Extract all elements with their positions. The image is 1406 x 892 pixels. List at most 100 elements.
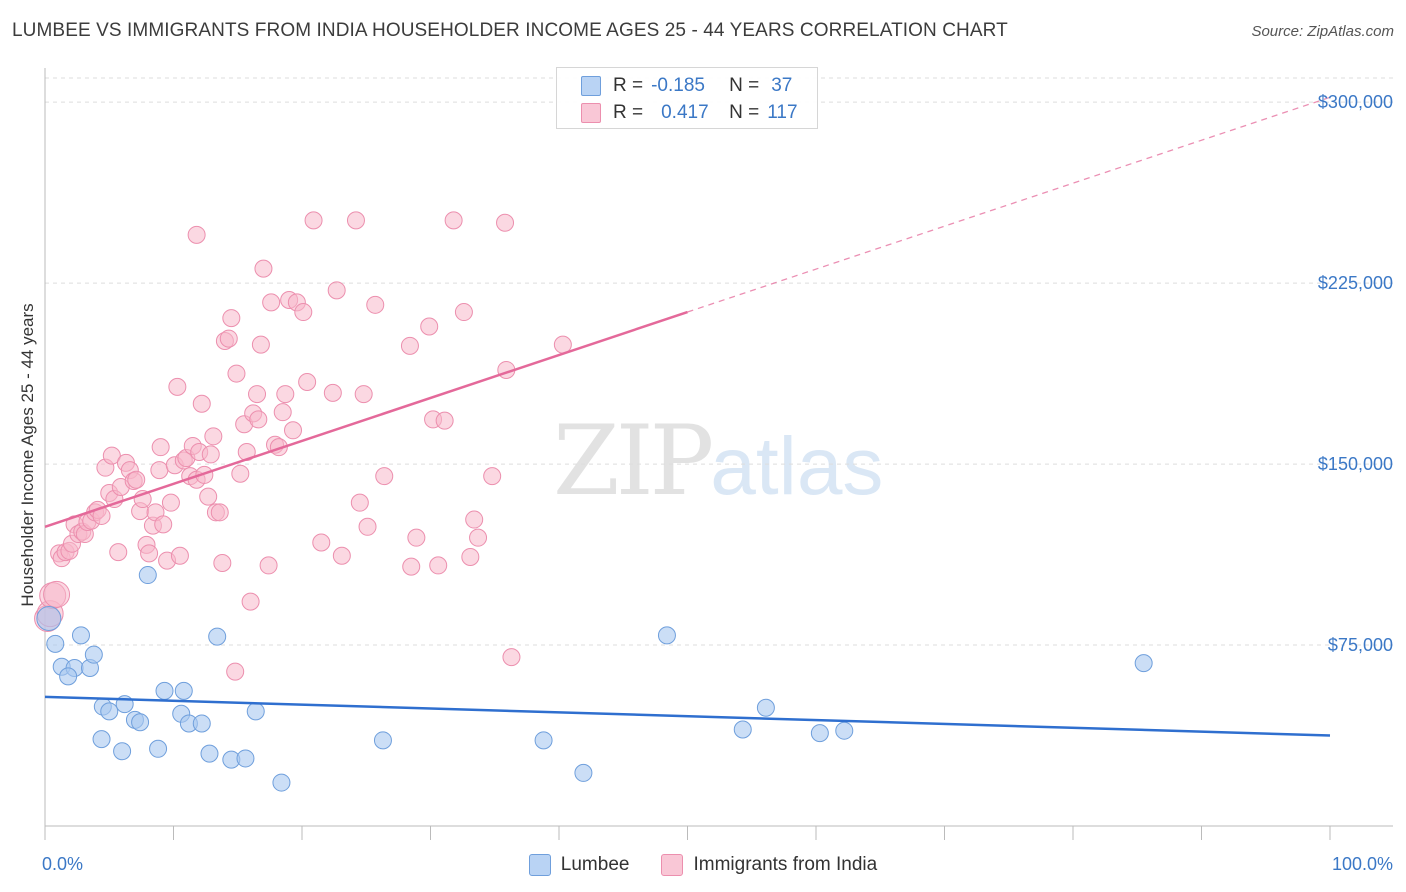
label-layer: $75,000 $150,000 $225,000 $300,000 0.0% 100.0… (18, 92, 1393, 874)
lumbee-swatch (581, 76, 601, 96)
x-tick-label: 100.0% (1332, 854, 1393, 874)
india-point (204, 427, 223, 446)
legend-n-value: 37 (771, 75, 793, 96)
lumbee-point (174, 681, 193, 700)
india-swatch (581, 103, 601, 123)
india-point (469, 528, 488, 547)
india-point (461, 547, 480, 566)
lumbee-point (192, 714, 211, 733)
lumbee-points (36, 566, 1153, 792)
lumbee-point (373, 731, 392, 750)
india-trend-extension (687, 96, 1331, 313)
india-point (154, 515, 173, 534)
lumbee-point (59, 667, 78, 686)
lumbee-point (810, 724, 829, 743)
india-point (222, 309, 241, 328)
india-points (34, 211, 572, 681)
axis-layer (44, 68, 1393, 840)
india-point (219, 329, 238, 348)
india-point (354, 385, 373, 404)
lumbee-point (92, 730, 111, 749)
x-tick-label: 0.0% (42, 854, 83, 874)
india-point (241, 592, 260, 611)
india-point (444, 211, 463, 230)
india-point (201, 445, 220, 464)
lumbee-point (200, 744, 219, 763)
india-point (187, 225, 206, 244)
india-point (251, 335, 270, 354)
lumbee-point (100, 702, 119, 721)
lumbee-point (46, 634, 65, 653)
lumbee-point (835, 721, 854, 740)
india-point (284, 421, 303, 440)
india-point (327, 281, 346, 300)
y-tick-label: $225,000 (1318, 273, 1393, 293)
india-point (262, 293, 281, 312)
chart-source: Source: ZipAtlas.com (1251, 23, 1394, 40)
india-point (323, 383, 342, 402)
india-point (195, 465, 214, 484)
india-point (298, 373, 317, 392)
india-trend-line (44, 310, 688, 528)
lumbee-legend-label: Lumbee (560, 854, 630, 875)
india-point (168, 377, 187, 396)
india-point (109, 543, 128, 562)
india-point (150, 461, 169, 480)
india-point (358, 517, 377, 536)
y-axis-title: Householder Income Ages 25 - 44 years (18, 303, 37, 606)
india-point (407, 528, 426, 547)
india-point (429, 556, 448, 575)
india-legend-label: Immigrants from India (693, 854, 878, 875)
lumbee-point (84, 645, 103, 664)
india-point (350, 493, 369, 512)
chart-title: LUMBEE VS IMMIGRANTS FROM INDIA HOUSEHOL… (12, 20, 1008, 41)
india-point (483, 467, 502, 486)
lumbee-point (534, 731, 553, 750)
legend-n-label: N = (729, 75, 760, 96)
lumbee-point (36, 605, 62, 631)
india-point (199, 487, 218, 506)
legend-r-label: R = (613, 102, 644, 123)
india-point (435, 411, 454, 430)
india-point (102, 446, 121, 465)
trend-layer (44, 96, 1331, 737)
legend-item-india[interactable]: Immigrants from India (661, 854, 877, 876)
legend-n-value: 117 (767, 102, 798, 123)
india-point (43, 580, 71, 608)
india-point (276, 385, 295, 404)
lumbee-point (138, 566, 157, 585)
india-legend-swatch (661, 854, 684, 876)
india-point (213, 553, 232, 572)
y-tick-label: $75,000 (1328, 635, 1393, 655)
india-point (210, 503, 229, 522)
lumbee-point (246, 702, 265, 721)
legend-n-label: N = (729, 102, 760, 123)
india-point (249, 410, 268, 429)
india-point (227, 364, 246, 383)
india-point (366, 295, 385, 314)
india-point (420, 317, 439, 336)
lumbee-point (208, 627, 227, 646)
india-point (402, 557, 421, 576)
lumbee-point (657, 626, 676, 645)
india-point (304, 211, 323, 230)
legend-item-lumbee[interactable]: Lumbee (528, 854, 630, 876)
lumbee-point (71, 626, 90, 645)
lumbee-point (574, 763, 593, 782)
legend-r-value: -0.185 (651, 75, 705, 96)
legend-row-lumbee: R = -0.185 N = 37 (581, 73, 792, 99)
lumbee-point (113, 742, 132, 761)
lumbee-point (155, 681, 174, 700)
lumbee-point (272, 773, 291, 792)
india-point (170, 546, 189, 565)
legend-row-india: R = 0.417 N = 117 (581, 100, 798, 126)
legend-r-value: 0.417 (661, 102, 709, 123)
india-point (231, 464, 250, 483)
series-legend: Lumbee Immigrants from India (0, 852, 1406, 878)
grid-layer (45, 77, 1393, 646)
india-point (346, 211, 365, 230)
india-point (192, 394, 211, 413)
lumbee-point (756, 698, 775, 717)
india-point (400, 336, 419, 355)
